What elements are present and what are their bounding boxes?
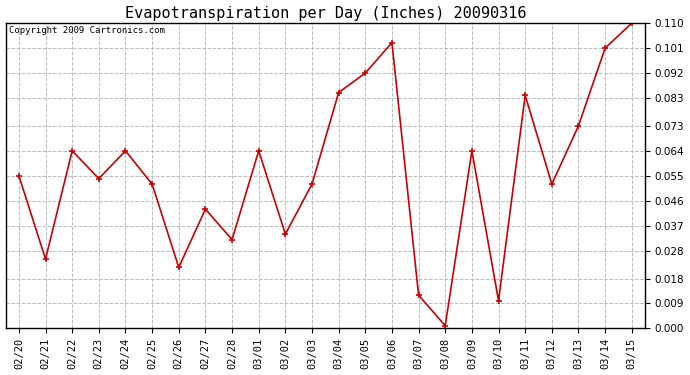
- Title: Evapotranspiration per Day (Inches) 20090316: Evapotranspiration per Day (Inches) 2009…: [125, 6, 526, 21]
- Text: Copyright 2009 Cartronics.com: Copyright 2009 Cartronics.com: [9, 26, 165, 35]
